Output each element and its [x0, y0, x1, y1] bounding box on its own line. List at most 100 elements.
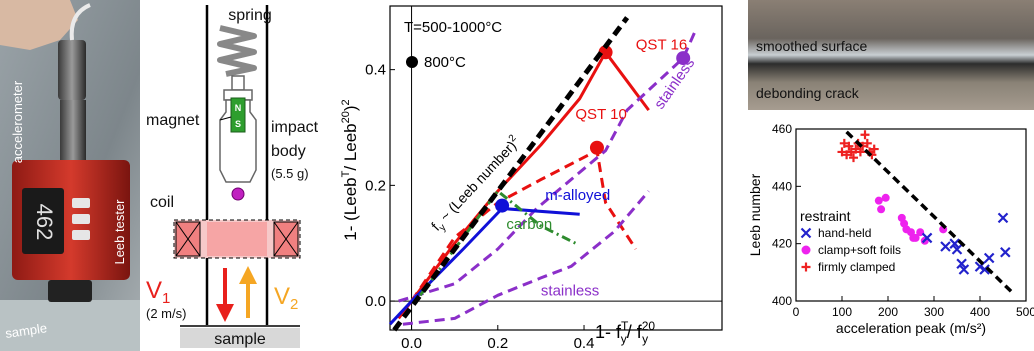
- sample-plate: [0, 300, 140, 351]
- data-point-x: [951, 244, 963, 255]
- data-point-plus: [846, 147, 856, 157]
- spring-icon: [217, 25, 257, 77]
- x-axis-label: 1- fT y/ f20 y: [595, 319, 655, 346]
- x-axis-label: acceleration peak (m/s²): [836, 320, 986, 336]
- data-point-circle: [881, 193, 890, 202]
- accelerometer-sensor: [58, 40, 86, 100]
- data-point-plus: [851, 144, 861, 154]
- series-line-qst-10: [410, 149, 638, 302]
- series-line-qst-16: [397, 50, 650, 320]
- data-point-x: [921, 232, 933, 244]
- body-label: body: [271, 143, 306, 160]
- impact-schematic: spring N S magnet impact body (5.5 g) co…: [146, 5, 319, 348]
- leeb-tester-label: Leeb tester: [112, 199, 127, 265]
- accelerometer-label: accelerometer: [10, 80, 25, 163]
- x-tick-label: 300: [924, 305, 944, 319]
- data-point-plus: [869, 144, 879, 154]
- coil-label: coil: [150, 194, 174, 211]
- arrow-down-icon: [216, 268, 234, 322]
- y-tick-label: 0.4: [365, 62, 386, 79]
- v2-label: V2: [274, 283, 298, 313]
- series-label: QST 10: [575, 106, 626, 123]
- series-dot-qst-10: [589, 140, 604, 155]
- data-point-x: [949, 238, 960, 249]
- coil-right-icon: [273, 221, 299, 257]
- legend-title: restraint: [800, 208, 851, 224]
- data-point-plus: [849, 153, 858, 163]
- series-dot-qst-16: [598, 45, 613, 60]
- series-label: stainless: [541, 282, 599, 299]
- coil-inner: [207, 222, 267, 256]
- arrow-up-icon: [239, 266, 257, 318]
- debonding-crack-label: debonding crack: [756, 85, 860, 101]
- magnet-icon: [230, 97, 246, 133]
- data-point-plus: [855, 147, 865, 157]
- legend-marker-circle: [801, 245, 811, 255]
- data-point-plus: [844, 141, 854, 151]
- v1-speed-label: (2 m/s): [146, 306, 186, 321]
- data-point-x: [958, 264, 970, 275]
- x-tick-label: 400: [970, 305, 990, 319]
- photo-sample-label: sample: [4, 320, 48, 341]
- data-point-plus: [862, 138, 872, 148]
- legend-marker-plus: [801, 262, 811, 272]
- series-dot-stainless: [676, 51, 691, 66]
- schematic-sample-label: sample: [214, 331, 266, 348]
- series-label: m-alloyed: [545, 187, 610, 204]
- data-point-x: [940, 241, 951, 252]
- tester-screen: [22, 188, 64, 254]
- tester-foot: [48, 280, 92, 302]
- magnet-s-label: S: [235, 119, 241, 129]
- series-line-m-alloyed: [388, 207, 580, 326]
- y-tick-label: 0.2: [365, 177, 386, 194]
- data-point-x: [997, 212, 1009, 224]
- legend-800-label: 800°C: [424, 54, 466, 71]
- x-tick-label: 500: [1016, 305, 1034, 319]
- ball-tip-icon: [231, 187, 245, 201]
- tester-button-1: [72, 198, 90, 208]
- series-dot-m-alloyed: [495, 198, 510, 213]
- series-line-stainless: [402, 190, 650, 326]
- x-tick-label: 0: [793, 305, 800, 319]
- y-tick-label: 440: [772, 179, 792, 193]
- plot-frame: [389, 5, 723, 331]
- smoothed-surface-label: smoothed surface: [756, 38, 867, 54]
- temperature-range-annotation: T=500-1000°C: [404, 19, 502, 36]
- hand-shape: [0, 0, 78, 50]
- magnet-n-label: N: [235, 103, 242, 113]
- data-point-x: [956, 258, 967, 270]
- impact-label: impact: [271, 119, 319, 136]
- impact-body-icon: [219, 75, 257, 183]
- data-point-x: [1000, 246, 1011, 258]
- data-point-plus: [839, 138, 849, 148]
- leeb-acceleration-chart: 0 100 200 300 400 500 400 420 440 460 restraint han…: [747, 122, 1034, 336]
- x-tick-label: 0.4: [574, 335, 595, 351]
- data-point-x: [979, 264, 990, 275]
- upper-tube: [60, 100, 86, 160]
- data-point-plus: [837, 147, 847, 157]
- data-point-circle: [874, 196, 883, 205]
- sample-block: [180, 328, 300, 348]
- series-label: stainless: [651, 55, 698, 113]
- tester-button-3: [72, 230, 90, 240]
- y-axis-label: Leeb number: [747, 173, 763, 256]
- leeb-yield-chart: 0.0 0.2 0.4 0.0 0.2 0.4 QST 16 QST 10 stainless m…: [340, 5, 723, 351]
- legend-marker-x: [800, 227, 812, 239]
- x-tick-label: 100: [832, 305, 852, 319]
- y-tick-label: 0.0: [365, 293, 386, 310]
- data-point-plus: [860, 130, 870, 140]
- tester-button-2: [72, 214, 90, 224]
- series-line-fit: [392, 16, 630, 332]
- legend-entry-label: clamp+soft foils: [818, 243, 901, 257]
- data-point-x: [983, 252, 995, 264]
- surface-photo: smoothed surface debonding crack: [748, 0, 1034, 110]
- coil-left-icon: [175, 221, 201, 257]
- x-tick-label: 200: [878, 305, 898, 319]
- v1-label: V1: [146, 277, 170, 307]
- spring-label: spring: [228, 7, 272, 24]
- x-tick-label: 0.2: [487, 335, 508, 351]
- magnet-pointer: [219, 116, 232, 121]
- y-tick-label: 460: [772, 122, 792, 136]
- device-photo: 462 accelerometer Leeb tester sample: [0, 0, 140, 351]
- data-point-circle: [911, 233, 920, 242]
